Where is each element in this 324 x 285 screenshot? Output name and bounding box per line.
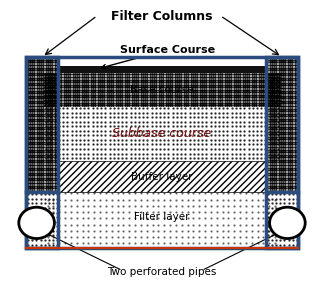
Text: Subbase course: Subbase course (112, 127, 212, 141)
Text: Base course: Base course (130, 85, 194, 95)
Bar (44, 66, 280, 73)
Bar (266, 192, 298, 248)
Text: Surface Course: Surface Course (101, 45, 215, 69)
Bar (44, 161, 280, 192)
Text: Filter Columns: Filter Columns (111, 10, 213, 23)
Text: Two perforated pipes: Two perforated pipes (107, 267, 217, 277)
Bar (26, 57, 58, 192)
Bar (26, 192, 58, 248)
Bar (44, 73, 280, 107)
Bar (44, 107, 280, 161)
Circle shape (19, 207, 54, 239)
Bar (266, 57, 298, 192)
Bar (44, 192, 280, 248)
Circle shape (270, 207, 305, 239)
Bar (26, 57, 298, 248)
Bar (26, 57, 58, 248)
Text: Filter layer: Filter layer (134, 212, 190, 222)
Bar (266, 57, 298, 248)
Text: Buffer layer: Buffer layer (131, 172, 193, 182)
